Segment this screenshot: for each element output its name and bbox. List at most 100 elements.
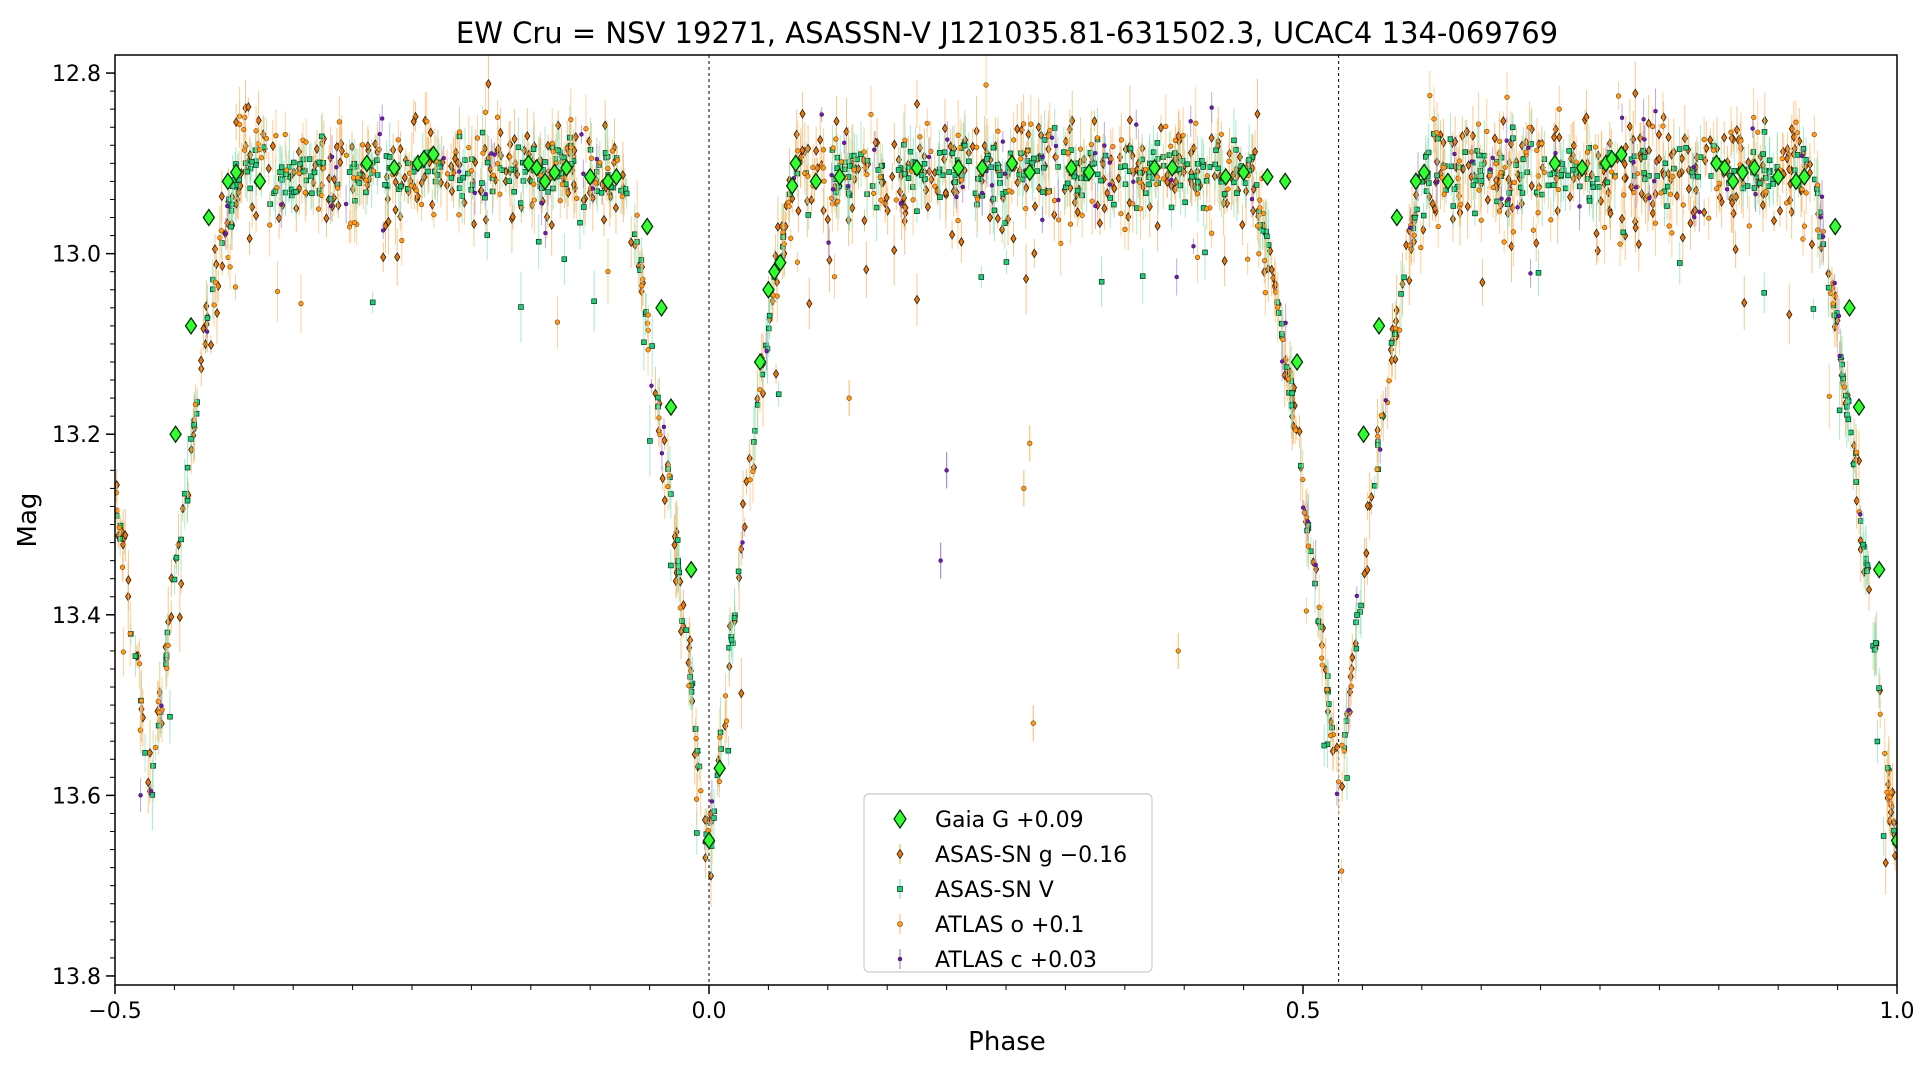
asassn-g-point [1074, 207, 1081, 218]
atlas-c-point [1174, 274, 1179, 280]
atlas-c-point [1837, 353, 1842, 359]
atlas-c-point [441, 155, 446, 161]
atlas-o-point [1667, 191, 1674, 197]
atlas-o-point [550, 149, 556, 155]
asassn-v-point [895, 167, 902, 173]
atlas-o-point [466, 144, 472, 151]
atlas-o-point [1262, 290, 1268, 296]
atlas-o-point [665, 483, 671, 490]
asassn-v-point [1353, 619, 1359, 626]
asassn-g-point [1505, 174, 1512, 185]
asassn-g-point [1673, 190, 1681, 201]
asassn-g-point [1035, 122, 1042, 133]
asassn-g-point [793, 129, 800, 140]
atlas-o-point [363, 177, 369, 183]
axis-ticks: −0.5 0.0 0.5 1.0 12.8 13.0 13.2 13.4 13.6 13.8 [52, 62, 1914, 1024]
asassn-v-point [1358, 602, 1364, 609]
gaia-g-point [789, 154, 803, 173]
asassn-v-point [1646, 173, 1652, 179]
gaia-g-point [640, 217, 654, 236]
asassn-g-point [1221, 255, 1228, 266]
atlas-o-point [820, 165, 826, 171]
chart-title: EW Cru = NSV 19271, ASASSN-V J121035.81-… [456, 16, 1558, 50]
asassn-g-point [218, 191, 225, 202]
asassn-v-point [1731, 168, 1737, 174]
asassn-v-point [1451, 186, 1458, 192]
asassn-v-point [694, 830, 700, 836]
atlas-o-point [1129, 167, 1136, 173]
asassn-g-point [1865, 584, 1873, 595]
asassn-v-point [990, 196, 997, 202]
atlas-o-point [164, 665, 170, 671]
asassn-g-point [1649, 208, 1656, 219]
asassn-v-point [598, 190, 605, 196]
atlas-o-point [1194, 191, 1200, 197]
asassn-v-point [935, 169, 942, 176]
asassn-v-point [311, 169, 318, 176]
x-axis-label: Phase [968, 1027, 1046, 1057]
y-tick-label: 13.0 [52, 243, 101, 268]
asassn-v-point [1189, 174, 1195, 180]
asassn-v-point [725, 747, 732, 754]
asassn-v-point [587, 146, 594, 153]
atlas-c-point [1653, 108, 1658, 114]
asassn-v-point [1127, 145, 1134, 152]
asassn-v-point [242, 160, 249, 166]
asassn-v-point [1565, 172, 1571, 179]
atlas-c-point [1641, 117, 1646, 122]
asassn-v-point [382, 182, 388, 188]
atlas-c-point [328, 204, 334, 209]
legend-item: Gaia G +0.09 [893, 808, 1084, 833]
atlas-o-point [315, 206, 322, 212]
atlas-o-point [1826, 393, 1832, 399]
asassn-v-point [1321, 742, 1327, 749]
atlas-c-point [1469, 159, 1475, 164]
atlas-o-point [119, 564, 126, 570]
asassn-v-point [522, 169, 528, 175]
atlas-c-point [472, 190, 478, 196]
atlas-o-point [1018, 156, 1024, 162]
atlas-o-point [1021, 485, 1027, 491]
atlas-o-point [1841, 384, 1848, 390]
asassn-v-point [1289, 390, 1295, 396]
y-tick-label: 13.4 [52, 604, 101, 629]
asassn-g-point [548, 220, 555, 230]
atlas-o-point [1621, 192, 1627, 198]
legend: Gaia G +0.09 ASAS-SN g −0.16 ASAS-SN V ATLA… [863, 793, 1153, 973]
asassn-g-point [1403, 240, 1410, 251]
gaia-g-point [229, 163, 243, 182]
atlas-c-point [846, 184, 851, 189]
asassn-g-point [313, 144, 321, 154]
asassn-g-point [661, 435, 668, 446]
asassn-g-point [1618, 213, 1626, 224]
atlas-o-point [1853, 449, 1860, 456]
atlas-o-point [1784, 200, 1790, 206]
asassn-g-point [255, 115, 262, 126]
atlas-o-point [1828, 290, 1834, 296]
atlas-o-point [242, 114, 248, 120]
asassn-v-point [995, 165, 1001, 171]
gaia-g-point [253, 172, 267, 191]
atlas-o-point [1118, 137, 1124, 143]
asassn-v-point [374, 172, 381, 178]
atlas-c-point [1832, 280, 1837, 286]
asassn-g-point [741, 522, 748, 533]
asassn-v-point [1761, 129, 1768, 135]
atlas-o-point [693, 735, 699, 742]
asassn-g-point [1759, 200, 1767, 211]
atlas-o-point [1118, 211, 1124, 217]
atlas-o-point [418, 201, 425, 208]
atlas-o-point [583, 126, 589, 132]
asassn-v-point [864, 157, 871, 164]
gaia-g-point [1148, 158, 1161, 178]
asassn-v-point [728, 637, 735, 643]
asassn-v-point [1876, 685, 1882, 691]
asassn-v-point [946, 169, 952, 175]
asassn-g-point [986, 212, 994, 223]
atlas-o-point [1556, 106, 1562, 112]
atlas-o-point [1025, 148, 1031, 154]
asassn-v-point [675, 563, 682, 569]
atlas-o-point [821, 178, 827, 184]
atlas-o-point [1319, 655, 1325, 661]
asassn-v-point [1570, 167, 1576, 173]
